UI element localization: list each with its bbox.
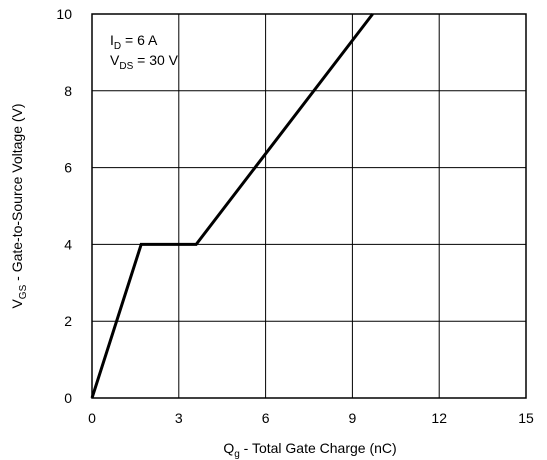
y-tick-label: 2 [64,313,72,329]
y-tick-label: 10 [56,6,72,22]
x-axis-label: Qg - Total Gate Charge (nC) [223,440,396,460]
y-axis-label: VGS - Gate-to-Source Voltage (V) [9,103,29,308]
x-tick-label: 3 [175,410,183,426]
plot-frame [91,13,527,399]
x-tick-label: 9 [349,410,357,426]
y-tick-label: 6 [64,160,72,176]
x-tick-label: 6 [262,410,270,426]
x-tick-label: 12 [431,410,447,426]
annotation-id: ID = 6 A [110,32,158,52]
y-tick-label: 0 [64,390,72,406]
annotations: ID = 6 A VDS = 30 V [110,32,179,72]
grid [91,13,527,399]
x-tick-label: 15 [518,410,534,426]
annotation-vds: VDS = 30 V [110,52,179,72]
series-line-0 [90,13,374,399]
y-tick-label: 8 [64,83,72,99]
x-tick-labels: 0 3 6 9 12 15 [88,410,534,426]
y-tick-labels: 0 2 4 6 8 10 [56,6,72,406]
y-tick-label: 4 [64,236,72,252]
x-tick-label: 0 [88,410,96,426]
series-group [90,13,374,399]
